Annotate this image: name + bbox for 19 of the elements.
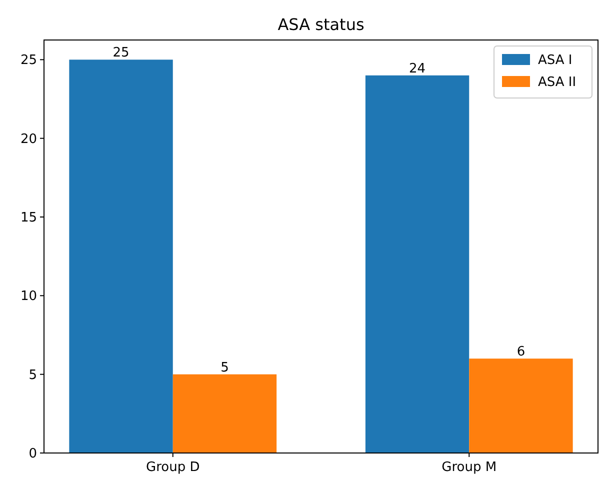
data-label: 25: [112, 46, 130, 61]
bar: [469, 358, 573, 453]
bar: [69, 60, 173, 453]
data-label: 6: [516, 344, 526, 360]
x-tick-label: Group D: [146, 460, 200, 475]
y-tick-label: 20: [20, 132, 37, 147]
bar: [172, 374, 277, 453]
y-tick-label: 5: [28, 368, 37, 383]
data-label: 24: [409, 61, 426, 76]
y-tick-label: 15: [20, 210, 37, 226]
chart-title: ASA status: [278, 15, 364, 34]
bar: [365, 75, 470, 453]
data-label: 5: [220, 360, 229, 376]
x-tick-label: Group M: [442, 460, 497, 475]
legend-label: ASA II: [538, 75, 576, 90]
legend-label: ASA I: [538, 53, 572, 68]
y-tick-label: 25: [20, 53, 37, 68]
y-tick-label: 10: [20, 289, 37, 304]
y-tick-label: 0: [28, 446, 37, 462]
